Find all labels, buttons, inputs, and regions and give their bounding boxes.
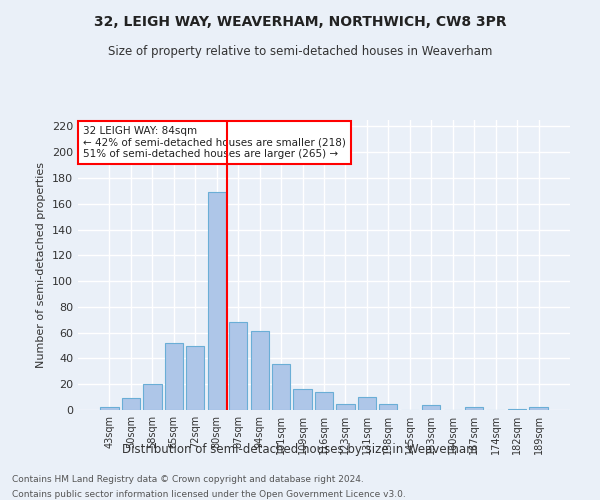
Bar	[186, 346, 205, 410]
Bar	[422, 405, 440, 410]
Text: Size of property relative to semi-detached houses in Weaverham: Size of property relative to semi-detach…	[108, 45, 492, 58]
Bar	[165, 343, 183, 410]
Bar	[337, 404, 355, 410]
Bar	[100, 408, 119, 410]
Bar	[508, 408, 526, 410]
Bar	[143, 384, 161, 410]
Text: Contains public sector information licensed under the Open Government Licence v3: Contains public sector information licen…	[12, 490, 406, 499]
Y-axis label: Number of semi-detached properties: Number of semi-detached properties	[37, 162, 46, 368]
Bar	[229, 322, 247, 410]
Bar	[208, 192, 226, 410]
Bar	[272, 364, 290, 410]
Text: Contains HM Land Registry data © Crown copyright and database right 2024.: Contains HM Land Registry data © Crown c…	[12, 475, 364, 484]
Bar	[379, 404, 397, 410]
Text: 32, LEIGH WAY, WEAVERHAM, NORTHWICH, CW8 3PR: 32, LEIGH WAY, WEAVERHAM, NORTHWICH, CW8…	[94, 15, 506, 29]
Text: 32 LEIGH WAY: 84sqm
← 42% of semi-detached houses are smaller (218)
51% of semi-: 32 LEIGH WAY: 84sqm ← 42% of semi-detach…	[83, 126, 346, 159]
Bar	[251, 332, 269, 410]
Bar	[358, 397, 376, 410]
Bar	[122, 398, 140, 410]
Text: Distribution of semi-detached houses by size in Weaverham: Distribution of semi-detached houses by …	[122, 442, 478, 456]
Bar	[529, 408, 548, 410]
Bar	[315, 392, 333, 410]
Bar	[293, 390, 311, 410]
Bar	[465, 408, 483, 410]
